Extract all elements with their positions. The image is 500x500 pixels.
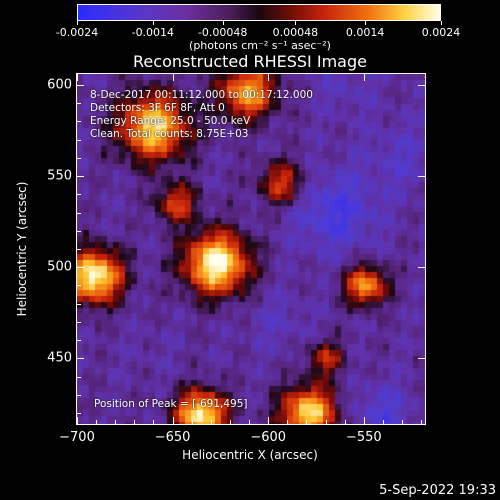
x-tick <box>172 74 174 81</box>
y-minor-tick <box>77 212 81 214</box>
y-tick <box>418 84 425 86</box>
x-minor-tick <box>96 420 98 424</box>
y-minor-tick <box>77 139 81 141</box>
y-minor-tick <box>77 321 81 323</box>
x-tick-label: −550 <box>345 430 382 445</box>
info-total-counts: Clean. Total counts: 8.75E+03 <box>90 128 249 140</box>
y-minor-tick <box>77 376 81 378</box>
y-minor-tick <box>77 121 81 123</box>
y-tick-label: 600 <box>47 77 72 93</box>
y-tick <box>77 84 84 86</box>
x-minor-tick <box>344 420 346 424</box>
x-tick <box>172 417 174 424</box>
x-tick <box>77 417 78 424</box>
colorbar-tick <box>295 21 297 25</box>
y-tick <box>77 267 84 269</box>
x-minor-tick <box>153 420 155 424</box>
colorbar-tick-label: -0.0014 <box>131 26 175 39</box>
x-tick <box>363 417 365 424</box>
colorbar-tick-label: 0.00048 <box>272 26 319 39</box>
heatmap-plot <box>77 74 425 424</box>
y-minor-tick <box>77 249 81 250</box>
y-tick-label: 450 <box>47 350 72 366</box>
x-minor-tick <box>306 420 308 424</box>
x-tick <box>77 74 78 81</box>
colorbar-tick <box>152 21 154 25</box>
y-tick <box>418 358 425 360</box>
colorbar <box>77 4 441 21</box>
x-tick <box>363 74 365 81</box>
x-tick-label: −700 <box>59 430 95 445</box>
colorbar-tick-label: 0.0014 <box>345 26 385 39</box>
x-tick <box>268 74 270 81</box>
x-tick-label: −600 <box>250 430 287 445</box>
y-minor-tick <box>77 413 81 415</box>
heatmap-canvas <box>77 74 425 424</box>
y-tick-label: 550 <box>47 168 72 184</box>
y-axis-title: Heliocentric Y (arcsec) <box>15 181 29 317</box>
x-minor-tick <box>191 420 193 424</box>
colorbar-tick <box>222 21 224 25</box>
x-minor-tick <box>325 420 327 424</box>
y-tick <box>77 176 84 178</box>
chart-title: Reconstructed RHESSI Image <box>133 52 367 71</box>
colorbar-tick-label: -0.0024 <box>55 26 99 39</box>
x-minor-tick <box>134 420 136 424</box>
x-tick <box>268 417 270 424</box>
colorbar-units: (photons cm⁻² s⁻¹ asec⁻²) <box>189 39 331 52</box>
info-detectors: Detectors: 3F 6F 8F, Att 0 <box>90 102 225 114</box>
colorbar-tick <box>77 21 78 25</box>
info-energy-range: Energy Range: 25.0 - 50.0 keV <box>90 115 251 127</box>
colorbar-tick <box>441 21 442 25</box>
y-minor-tick <box>77 194 81 196</box>
x-axis-title: Heliocentric X (arcsec) <box>182 448 318 462</box>
y-tick <box>418 176 425 178</box>
x-minor-tick <box>210 420 212 424</box>
y-minor-tick <box>77 103 81 105</box>
x-minor-tick <box>229 420 231 424</box>
y-minor-tick <box>77 394 81 396</box>
y-minor-tick <box>77 157 81 159</box>
info-time-range: 8-Dec-2017 00:11:12.000 to 00:17:12.000 <box>90 89 313 101</box>
x-tick-label: −650 <box>154 430 191 445</box>
colorbar-tick <box>365 21 367 25</box>
y-minor-tick <box>77 230 81 232</box>
x-minor-tick <box>249 420 251 424</box>
timestamp: 5-Sep-2022 19:33 <box>379 483 496 498</box>
y-tick <box>77 358 84 360</box>
y-minor-tick <box>77 285 81 287</box>
x-minor-tick <box>115 420 117 424</box>
y-tick <box>418 267 425 269</box>
y-minor-tick <box>77 303 81 305</box>
x-minor-tick <box>382 420 384 424</box>
y-tick-label: 500 <box>47 259 72 275</box>
x-minor-tick <box>421 420 423 424</box>
x-minor-tick <box>402 420 404 424</box>
x-minor-tick <box>287 420 289 424</box>
y-minor-tick <box>77 340 81 342</box>
colorbar-tick-label: 0.0024 <box>421 26 461 39</box>
info-peak-position: Position of Peak = [-691,495] <box>94 398 248 410</box>
colorbar-tick-label: -0.00048 <box>197 26 248 39</box>
